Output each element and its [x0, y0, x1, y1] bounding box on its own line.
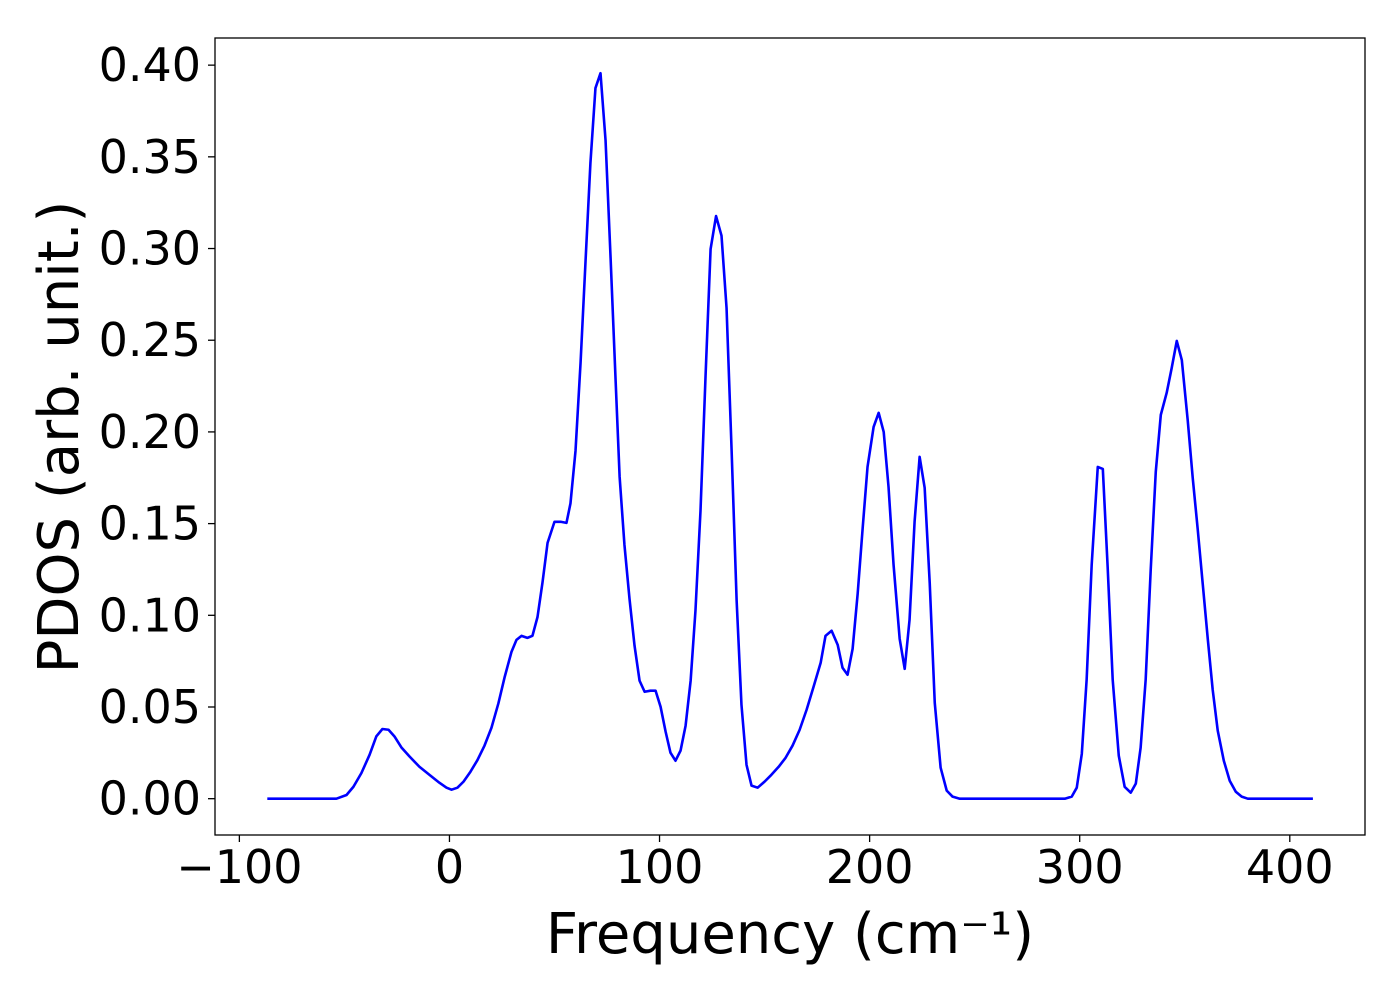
plot-frame: [214, 37, 1366, 836]
x-tick-label: 200: [826, 840, 914, 894]
y-tick-label: 0.15: [99, 497, 201, 551]
pdos-line: [267, 71, 1313, 800]
x-tick-label: 400: [1246, 840, 1334, 894]
x-axis-label: Frequency (cm⁻¹): [546, 902, 1034, 967]
y-tick-label: 0.20: [99, 405, 201, 459]
x-tick-label: 0: [435, 840, 464, 894]
y-tick-label: 0.00: [99, 772, 201, 826]
y-tick-label: 0.10: [99, 588, 201, 642]
y-axis-label: PDOS (arb. unit.): [27, 201, 92, 674]
y-tick-label: 0.40: [99, 38, 201, 92]
x-tick-label: 300: [1036, 840, 1124, 894]
x-tick-label: −100: [176, 840, 302, 894]
y-tick-label: 0.30: [99, 222, 201, 276]
y-tick-label: 0.25: [99, 313, 201, 367]
y-tick-label: 0.05: [99, 680, 201, 734]
y-tick-label: 0.35: [99, 130, 201, 184]
x-tick-label: 100: [616, 840, 704, 894]
